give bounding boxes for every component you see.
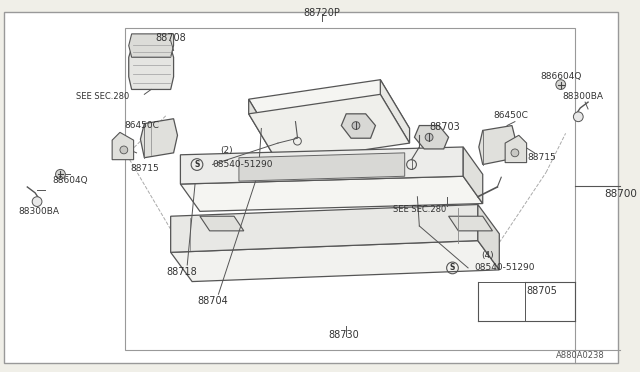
Polygon shape <box>249 80 410 148</box>
Text: S: S <box>450 263 455 272</box>
Polygon shape <box>112 132 134 160</box>
Text: 886604Q: 886604Q <box>540 72 581 81</box>
Text: 88703: 88703 <box>429 122 460 132</box>
Circle shape <box>32 197 42 206</box>
Circle shape <box>120 146 128 154</box>
Polygon shape <box>505 135 527 163</box>
Text: SEE SEC.280: SEE SEC.280 <box>76 92 129 101</box>
Bar <box>125 28 575 350</box>
Circle shape <box>511 149 519 157</box>
Text: 88300BA: 88300BA <box>19 207 60 216</box>
Text: SEE SEC.280: SEE SEC.280 <box>393 205 446 214</box>
Polygon shape <box>171 205 478 252</box>
Polygon shape <box>171 241 499 282</box>
Text: 88720P: 88720P <box>303 9 340 18</box>
Text: 88708: 88708 <box>156 33 186 43</box>
Circle shape <box>352 122 360 129</box>
Circle shape <box>425 133 433 141</box>
Text: 88604Q: 88604Q <box>52 176 88 185</box>
Text: (2): (2) <box>220 147 233 155</box>
Polygon shape <box>341 114 376 138</box>
Polygon shape <box>249 94 410 163</box>
Text: A880A0238: A880A0238 <box>556 351 605 360</box>
Circle shape <box>56 169 65 179</box>
Text: 88715: 88715 <box>130 164 159 173</box>
Polygon shape <box>449 216 492 231</box>
Text: 88715: 88715 <box>528 153 557 162</box>
Polygon shape <box>415 125 449 149</box>
Polygon shape <box>129 34 173 57</box>
Polygon shape <box>463 147 483 203</box>
Text: 88704: 88704 <box>197 296 228 306</box>
Polygon shape <box>478 205 499 270</box>
Text: 88300BA: 88300BA <box>563 92 604 101</box>
Polygon shape <box>180 176 483 211</box>
Text: 88718: 88718 <box>166 267 196 277</box>
Polygon shape <box>479 125 516 164</box>
Text: 88730: 88730 <box>329 330 360 340</box>
Text: 88700: 88700 <box>605 189 637 199</box>
Circle shape <box>556 80 566 89</box>
Text: 86450C: 86450C <box>124 121 159 130</box>
Text: 88705: 88705 <box>527 286 557 296</box>
Polygon shape <box>140 119 177 158</box>
Text: 08540-51290: 08540-51290 <box>474 263 534 272</box>
Polygon shape <box>180 147 463 184</box>
Text: (4): (4) <box>482 251 494 260</box>
Text: S: S <box>195 160 200 169</box>
Polygon shape <box>200 216 244 231</box>
Circle shape <box>573 112 583 122</box>
Polygon shape <box>129 48 173 89</box>
Polygon shape <box>380 80 410 143</box>
Polygon shape <box>249 99 278 163</box>
Text: 08540-51290: 08540-51290 <box>212 160 273 169</box>
Polygon shape <box>239 153 404 181</box>
Text: 86450C: 86450C <box>493 111 529 120</box>
